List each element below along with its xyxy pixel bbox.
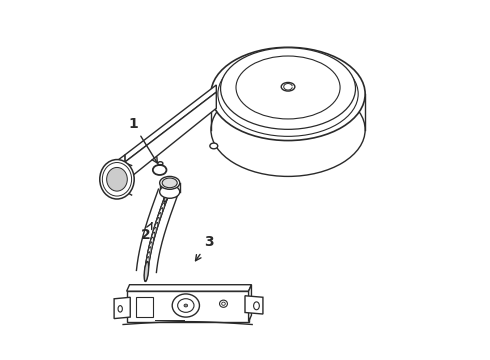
Ellipse shape [178,299,194,312]
Polygon shape [245,296,263,314]
Polygon shape [118,155,125,187]
Ellipse shape [254,302,259,310]
Ellipse shape [155,208,163,227]
Ellipse shape [154,212,161,232]
Text: 1: 1 [128,117,157,163]
Polygon shape [126,291,248,321]
Ellipse shape [161,193,168,212]
Ellipse shape [159,198,166,217]
Ellipse shape [162,188,170,207]
Ellipse shape [211,83,365,176]
Ellipse shape [152,217,159,237]
Ellipse shape [220,48,356,129]
Ellipse shape [157,203,165,222]
Ellipse shape [147,242,152,262]
Polygon shape [248,285,251,321]
Ellipse shape [146,247,151,266]
Ellipse shape [172,294,199,317]
Polygon shape [136,297,153,318]
Ellipse shape [220,300,227,307]
Ellipse shape [151,222,158,242]
Ellipse shape [162,178,177,188]
Ellipse shape [144,261,148,282]
Ellipse shape [160,185,180,198]
Polygon shape [126,285,251,291]
Polygon shape [125,92,216,182]
Ellipse shape [149,232,155,252]
Ellipse shape [145,261,148,282]
Polygon shape [125,85,216,162]
Ellipse shape [281,82,295,91]
Ellipse shape [164,183,172,202]
Ellipse shape [100,159,134,199]
Ellipse shape [153,165,167,175]
Ellipse shape [146,252,150,271]
Ellipse shape [164,183,171,202]
Ellipse shape [102,162,132,196]
Ellipse shape [150,227,156,247]
Ellipse shape [236,56,340,119]
Ellipse shape [160,176,180,189]
Text: 3: 3 [196,235,213,261]
Ellipse shape [145,257,149,276]
Ellipse shape [221,302,225,305]
Ellipse shape [107,167,127,191]
Polygon shape [114,297,130,319]
Ellipse shape [218,51,358,136]
Ellipse shape [211,47,365,140]
Ellipse shape [210,143,218,149]
Ellipse shape [184,304,188,307]
Ellipse shape [118,306,122,312]
Ellipse shape [148,237,153,257]
Text: 2: 2 [141,223,152,242]
Ellipse shape [158,162,163,165]
